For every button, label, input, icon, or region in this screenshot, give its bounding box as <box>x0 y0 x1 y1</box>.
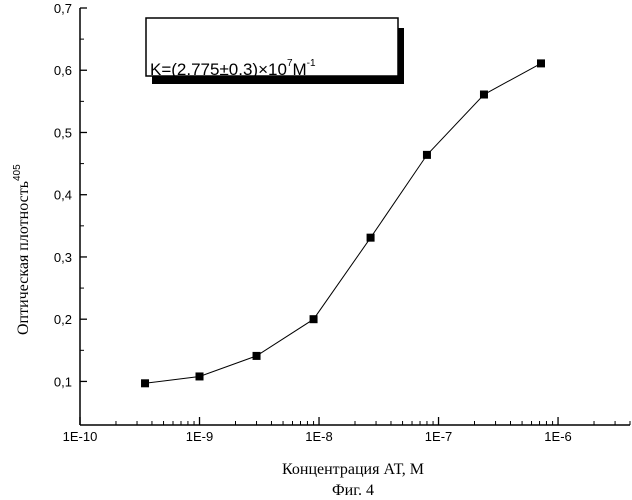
y-tick-label: 0,7 <box>54 1 72 16</box>
x-tick-label: 1E-9 <box>186 429 213 444</box>
annotation-box: K=(2.775±0.3)×107M-1 <box>146 18 404 84</box>
y-tick-label: 0,3 <box>54 250 72 265</box>
x-ticks: 1E-10 1E-9 1E-8 1E-7 1E-6 <box>63 417 630 444</box>
x-axis-title: Концентрация АТ, М <box>282 461 424 478</box>
x-tick-label: 1E-6 <box>544 429 571 444</box>
series-line <box>145 63 541 383</box>
data-point <box>141 379 149 387</box>
y-tick-label: 0,5 <box>54 125 72 140</box>
x-tick-label: 1E-8 <box>305 429 332 444</box>
y-tick-label: 0,1 <box>54 374 72 389</box>
data-point <box>367 234 375 242</box>
y-axis-title: Оптическая плотность405 <box>12 164 32 335</box>
y-tick-label: 0,6 <box>54 63 72 78</box>
data-point <box>253 352 261 360</box>
plot-area <box>141 59 545 387</box>
y-tick-label: 0,4 <box>54 188 72 203</box>
data-point <box>196 372 204 380</box>
x-tick-label: 1E-7 <box>425 429 452 444</box>
data-point <box>423 151 431 159</box>
data-point <box>480 91 488 99</box>
data-point <box>537 59 545 67</box>
y-ticks: 0,1 0,2 0,3 0,4 0,5 0,6 0,7 <box>54 1 87 389</box>
data-point <box>310 315 318 323</box>
y-tick-label: 0,2 <box>54 312 72 327</box>
x-tick-label: 1E-10 <box>63 429 98 444</box>
figure-caption: Фиг. 4 <box>332 482 374 499</box>
